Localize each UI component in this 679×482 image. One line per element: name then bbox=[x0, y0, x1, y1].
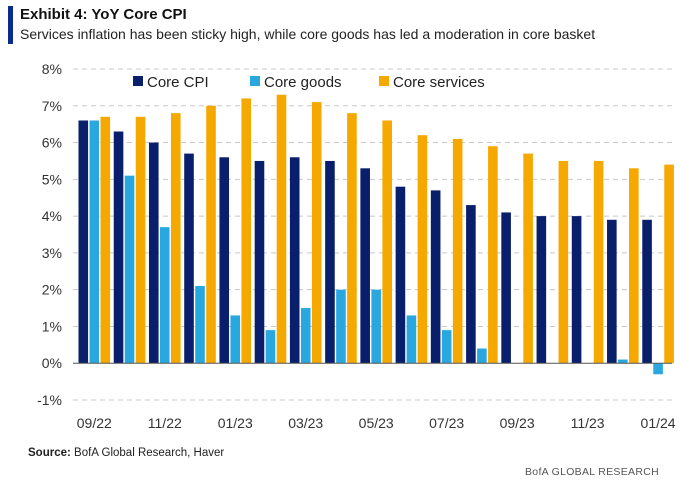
y-axis-ticks: -1% 0% 1% 2% 3% 4% 5% 6% 7% 8% bbox=[37, 61, 62, 408]
bar bbox=[629, 168, 639, 364]
bar bbox=[347, 113, 357, 364]
x-tick-label: 01/24 bbox=[641, 415, 676, 431]
bar bbox=[452, 138, 463, 364]
bar bbox=[206, 105, 216, 364]
bar bbox=[664, 164, 674, 364]
bars bbox=[78, 94, 674, 375]
bar bbox=[148, 142, 159, 364]
x-tick-label: 09/23 bbox=[500, 415, 535, 431]
y-tick-label: 1% bbox=[42, 318, 62, 334]
bar bbox=[325, 160, 335, 364]
legend: Core CPI Core goods Core services bbox=[133, 74, 485, 91]
x-tick-label: 03/23 bbox=[288, 415, 323, 431]
bar bbox=[536, 216, 547, 364]
bar bbox=[441, 330, 452, 364]
y-tick-label: 8% bbox=[42, 61, 62, 77]
y-tick-label: 6% bbox=[42, 135, 62, 151]
bar bbox=[477, 348, 487, 364]
y-tick-label: 3% bbox=[42, 245, 62, 261]
exhibit-subtitle: Services inflation has been sticky high,… bbox=[20, 26, 596, 42]
x-tick-label: 07/23 bbox=[429, 415, 464, 431]
bar bbox=[100, 116, 111, 364]
bar bbox=[230, 315, 241, 364]
x-tick-label: 11/23 bbox=[571, 415, 605, 431]
legend-label: Core services bbox=[393, 74, 485, 91]
bar bbox=[241, 98, 252, 364]
bar bbox=[371, 289, 381, 364]
bar bbox=[184, 153, 194, 364]
bar bbox=[571, 216, 582, 364]
bar bbox=[501, 212, 511, 364]
bar bbox=[653, 363, 663, 375]
bar bbox=[593, 160, 604, 364]
bar bbox=[558, 160, 569, 364]
bar bbox=[406, 315, 417, 364]
bar bbox=[276, 94, 287, 364]
x-tick-label: 09/22 bbox=[77, 415, 112, 431]
bar bbox=[607, 219, 617, 364]
bar bbox=[523, 153, 533, 364]
y-tick-label: 5% bbox=[42, 171, 62, 187]
x-tick-label: 05/23 bbox=[359, 415, 394, 431]
bar bbox=[89, 120, 100, 364]
bar bbox=[195, 285, 205, 364]
bar bbox=[78, 120, 89, 364]
y-tick-label: 2% bbox=[42, 282, 62, 298]
bar bbox=[430, 190, 441, 364]
x-tick-label: 01/23 bbox=[218, 415, 253, 431]
legend-label: Core goods bbox=[264, 74, 342, 91]
source-label: Source: bbox=[28, 447, 71, 459]
bar bbox=[336, 289, 346, 364]
x-axis-ticks: 09/22 11/22 01/23 03/23 05/23 07/23 09/23 11/23… bbox=[77, 415, 676, 431]
bar bbox=[159, 227, 170, 364]
bar bbox=[170, 113, 181, 364]
bar bbox=[488, 146, 498, 364]
source-text: BofA Global Research, Haver bbox=[70, 447, 225, 459]
y-tick-label: 4% bbox=[42, 208, 62, 224]
legend-label: Core CPI bbox=[147, 74, 209, 91]
bar bbox=[300, 308, 311, 364]
legend-swatch bbox=[133, 76, 143, 86]
bar bbox=[395, 186, 406, 364]
title-accent-bar bbox=[8, 6, 13, 44]
footer-brand: BofA GLOBAL RESEARCH bbox=[525, 466, 659, 478]
y-tick-label: 7% bbox=[42, 98, 62, 114]
bar bbox=[642, 219, 652, 364]
legend-swatch bbox=[250, 76, 260, 86]
bar bbox=[466, 205, 476, 364]
bar bbox=[124, 175, 135, 364]
bar bbox=[360, 168, 370, 364]
bar bbox=[135, 116, 146, 364]
bar bbox=[417, 135, 428, 364]
bar bbox=[254, 160, 265, 364]
exhibit-title: Exhibit 4: YoY Core CPI bbox=[20, 6, 187, 23]
legend-swatch bbox=[379, 76, 389, 86]
bar bbox=[618, 359, 628, 364]
bar bbox=[289, 157, 300, 364]
bar bbox=[219, 157, 230, 364]
source-note: Source: BofA Global Research, Haver bbox=[28, 447, 224, 459]
bar bbox=[113, 131, 124, 364]
bar bbox=[265, 330, 276, 364]
bar bbox=[311, 102, 322, 364]
bar-chart: -1% 0% 1% 2% 3% 4% 5% 6% 7% 8% 09/22 11/22 01/23 03/… bbox=[37, 61, 676, 431]
x-tick-label: 11/22 bbox=[148, 415, 182, 431]
y-tick-label: -1% bbox=[37, 392, 62, 408]
y-tick-label: 0% bbox=[42, 355, 62, 371]
bar bbox=[382, 120, 392, 364]
